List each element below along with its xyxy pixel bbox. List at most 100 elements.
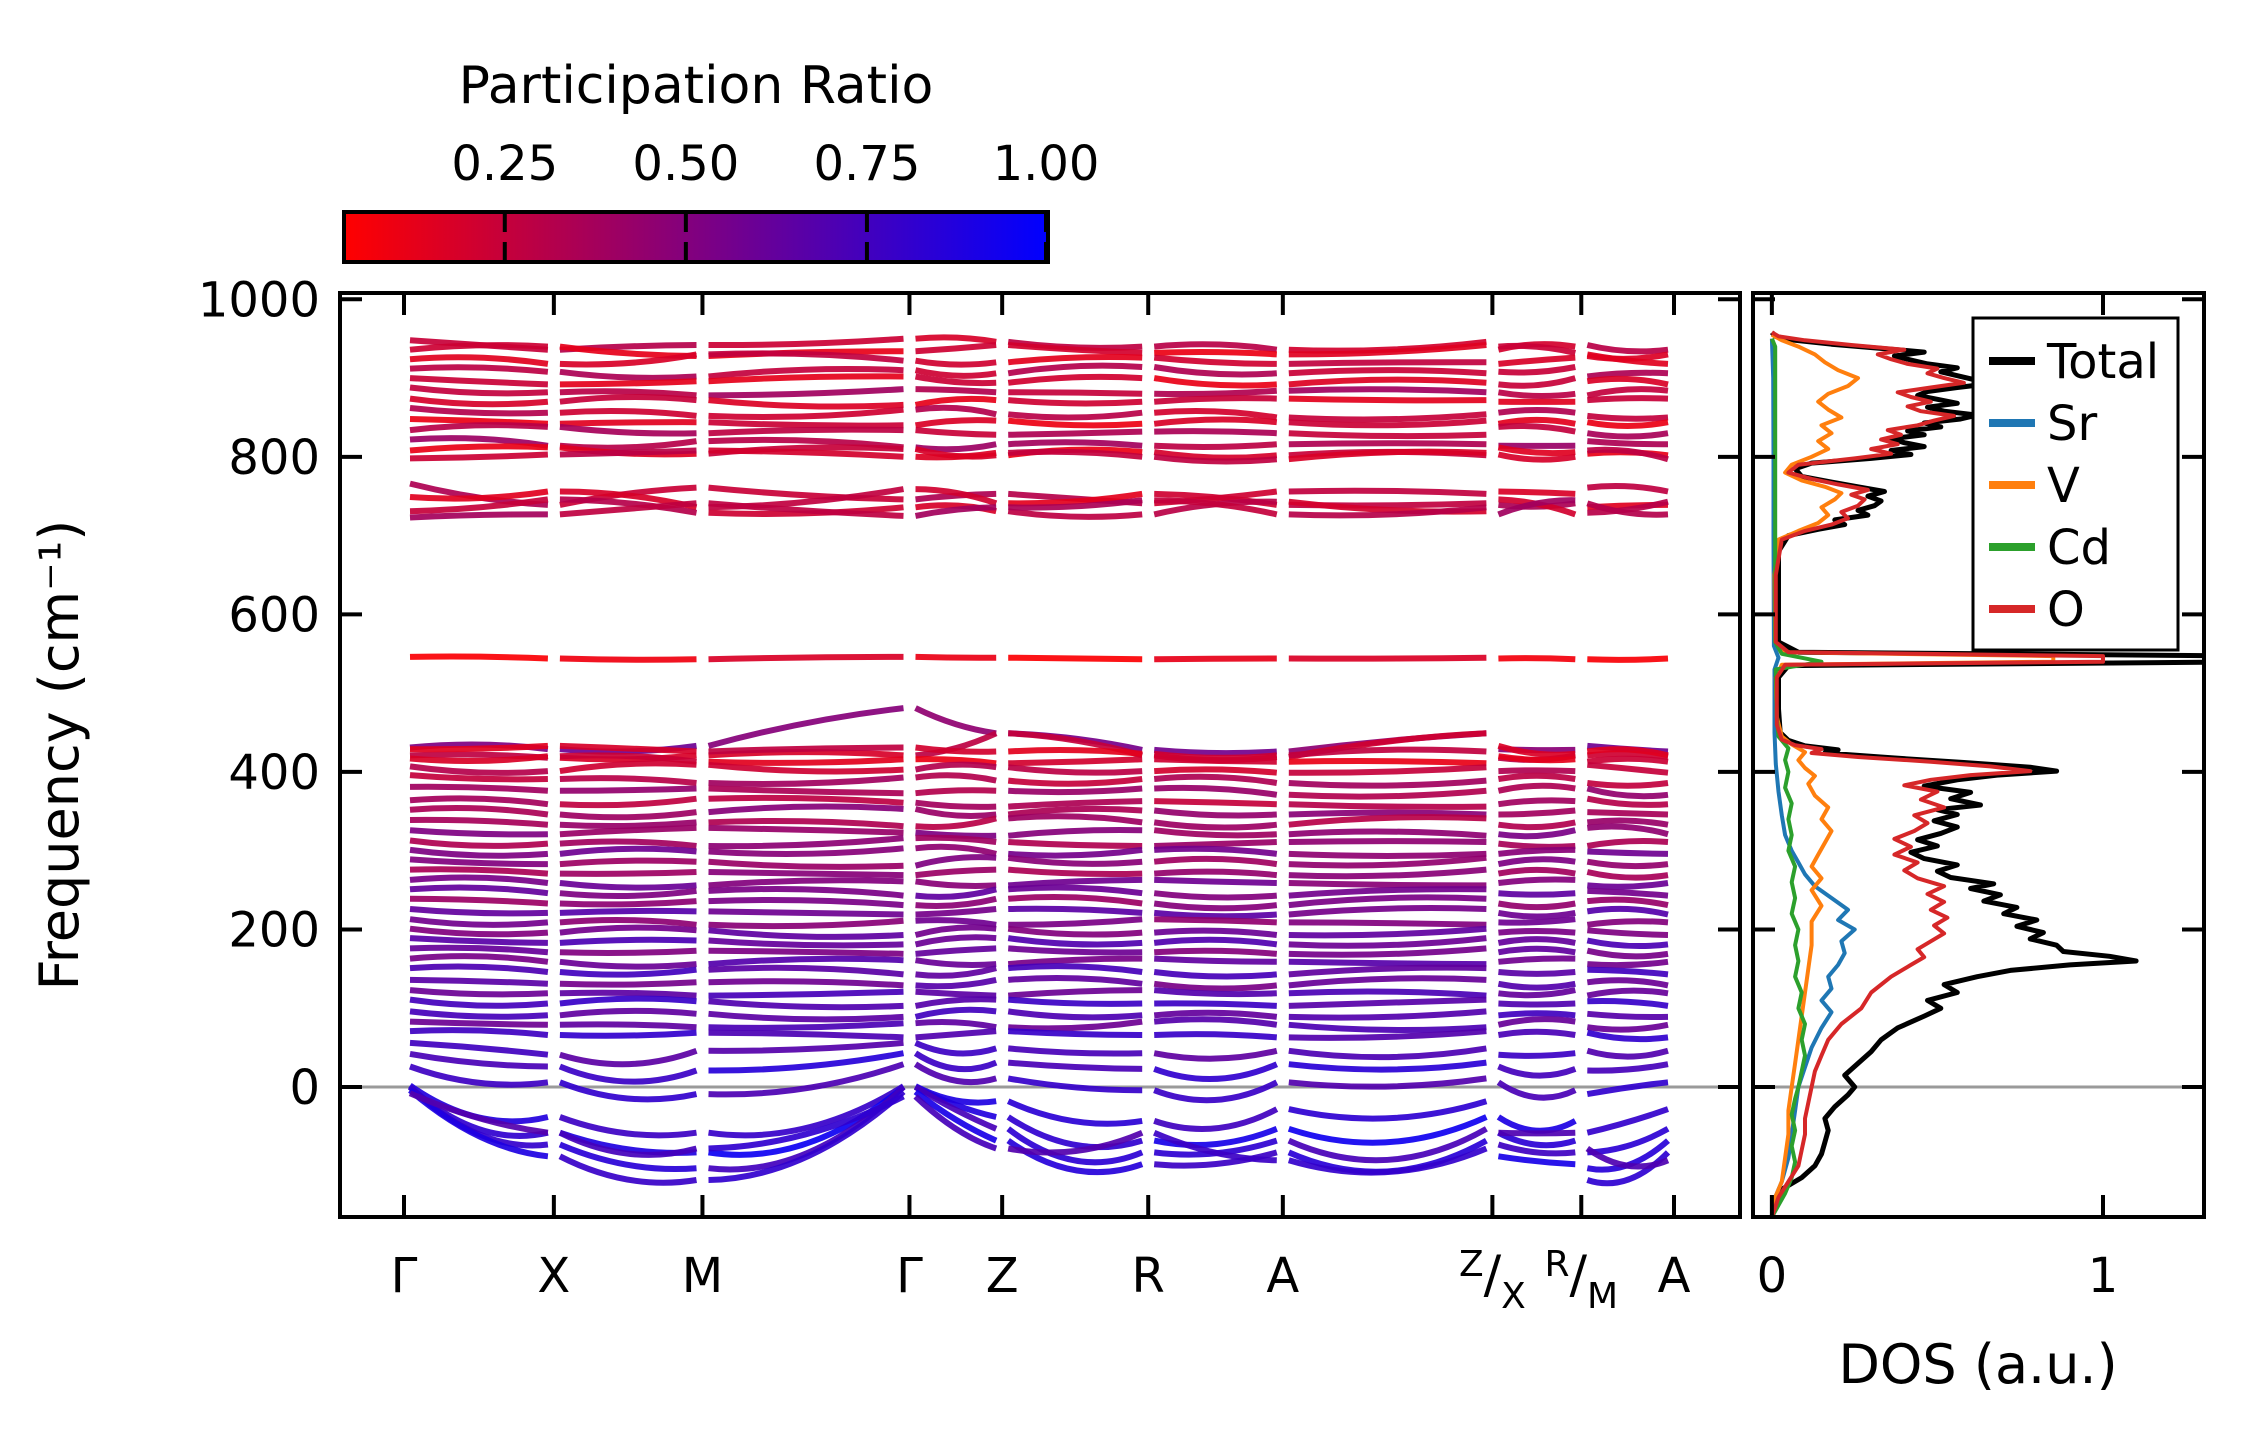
band-line xyxy=(1153,1047,1278,1062)
band-line xyxy=(559,887,697,899)
band-line xyxy=(915,878,997,889)
band-line xyxy=(708,373,904,385)
band-line xyxy=(1497,827,1577,840)
band-line xyxy=(1008,747,1143,757)
band-line xyxy=(1587,438,1669,448)
band-line xyxy=(409,1039,549,1058)
band-line xyxy=(559,838,697,849)
band-line xyxy=(1288,654,1487,662)
k-point-label: A xyxy=(1658,1248,1691,1304)
band-line xyxy=(708,897,904,909)
band-line xyxy=(1586,342,1669,355)
band-line xyxy=(1007,996,1143,1007)
band-line xyxy=(409,976,549,987)
band-line xyxy=(1497,866,1576,877)
band-line xyxy=(1498,342,1577,356)
band-line xyxy=(559,438,697,451)
band-line xyxy=(409,435,549,449)
band-line xyxy=(1288,814,1487,828)
band-line xyxy=(559,845,697,857)
panel-border xyxy=(338,291,1742,1219)
band-line xyxy=(1154,876,1277,886)
band-line xyxy=(559,1021,697,1031)
band-line xyxy=(559,916,697,928)
band-line xyxy=(915,945,997,957)
band-line xyxy=(1288,1045,1487,1061)
band-line xyxy=(409,953,549,965)
band-line xyxy=(559,907,697,916)
band-line xyxy=(708,978,904,989)
band-line xyxy=(1287,1145,1488,1176)
band-line xyxy=(708,1093,905,1152)
band-line xyxy=(409,364,549,375)
band-line xyxy=(1007,826,1143,839)
k-point-label: A xyxy=(1266,1248,1299,1304)
band-line xyxy=(1007,1075,1143,1094)
band-line xyxy=(1153,927,1278,938)
band-line xyxy=(1287,1114,1488,1146)
y-tick-label: 800 xyxy=(228,430,320,486)
band-line xyxy=(915,1028,997,1041)
band-line xyxy=(1586,419,1669,429)
band-line xyxy=(1153,341,1278,353)
band-line xyxy=(1153,855,1278,868)
band-line xyxy=(1007,776,1143,787)
band-line xyxy=(913,1094,998,1152)
band-line xyxy=(1586,386,1669,399)
band-line xyxy=(913,1061,998,1086)
band-line xyxy=(914,373,997,387)
band-line xyxy=(1007,813,1143,826)
band-line xyxy=(915,917,997,928)
band-line xyxy=(708,500,904,519)
legend-label-v: V xyxy=(2047,458,2080,514)
y-tick-label: 200 xyxy=(228,902,320,958)
band-line xyxy=(1153,1126,1278,1149)
band-line xyxy=(1497,743,1576,758)
band-line xyxy=(558,1130,698,1158)
band-line xyxy=(1153,746,1277,757)
band-line xyxy=(559,775,697,786)
band-line xyxy=(1006,1098,1143,1127)
band-line xyxy=(708,1039,904,1054)
band-line xyxy=(708,761,904,775)
band-line xyxy=(915,427,997,438)
band-line xyxy=(1288,838,1487,845)
band-line xyxy=(915,756,997,767)
band-line xyxy=(1587,1061,1669,1074)
band-line xyxy=(1288,777,1487,789)
band-line xyxy=(1153,750,1278,761)
band-line xyxy=(409,1008,549,1020)
band-line xyxy=(1288,764,1487,776)
band-line xyxy=(409,837,549,849)
band-line xyxy=(708,426,904,437)
band-line xyxy=(708,964,904,978)
band-line xyxy=(1586,755,1669,765)
band-line xyxy=(1007,884,1143,897)
band-line xyxy=(1008,448,1143,460)
band-line xyxy=(915,787,997,797)
band-line xyxy=(1006,1114,1144,1151)
band-line xyxy=(708,818,904,830)
colorbar: Participation Ratio 0.25 0.50 0.75 1.00 xyxy=(342,56,1099,264)
band-line xyxy=(915,334,997,345)
band-line xyxy=(1007,866,1143,878)
band-line xyxy=(559,966,697,978)
band-line xyxy=(559,989,697,999)
band-line xyxy=(1498,364,1576,376)
band-line xyxy=(1154,1031,1278,1041)
band-line xyxy=(1288,376,1487,388)
band-line xyxy=(559,742,697,755)
band-line xyxy=(1498,876,1576,886)
band-line xyxy=(1007,945,1143,956)
band-line xyxy=(1497,451,1576,463)
band-line xyxy=(913,1050,998,1073)
band-line xyxy=(1498,846,1576,857)
band-line xyxy=(1007,417,1143,429)
band-line xyxy=(1153,819,1278,831)
band-line xyxy=(1008,798,1143,810)
band-line xyxy=(1586,746,1669,759)
band-line xyxy=(1288,809,1487,818)
band-line xyxy=(1154,845,1278,857)
band-line xyxy=(1288,854,1487,869)
band-line xyxy=(1498,1129,1576,1137)
